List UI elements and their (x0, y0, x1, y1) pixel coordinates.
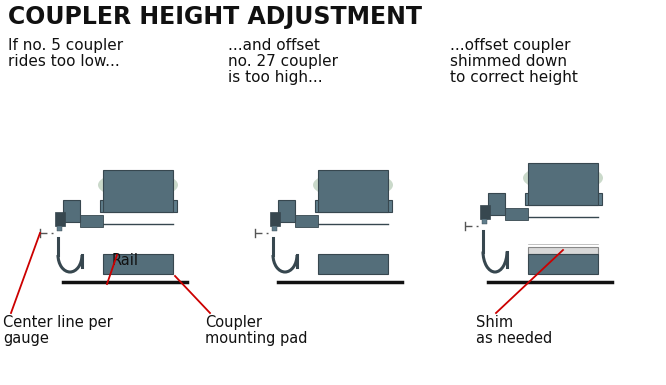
Text: ...and offset: ...and offset (228, 38, 320, 53)
Bar (80, 215, 103, 227)
Text: to correct height: to correct height (450, 70, 578, 85)
Ellipse shape (313, 171, 393, 199)
Text: Coupler: Coupler (205, 315, 262, 330)
Bar (270, 212, 280, 226)
Bar (528, 247, 598, 254)
Bar (482, 219, 487, 224)
Text: Center line per: Center line per (3, 315, 113, 330)
Ellipse shape (523, 164, 603, 192)
Bar (315, 200, 392, 212)
Text: mounting pad: mounting pad (205, 331, 308, 346)
Bar (525, 193, 602, 205)
Bar (318, 170, 388, 212)
Bar (100, 200, 177, 212)
Bar (272, 226, 277, 231)
Bar (318, 254, 388, 274)
Text: COUPLER HEIGHT ADJUSTMENT: COUPLER HEIGHT ADJUSTMENT (8, 5, 422, 29)
Text: Shim: Shim (476, 315, 513, 330)
Bar (63, 200, 80, 222)
Bar (103, 170, 173, 212)
Bar (103, 254, 173, 274)
Bar (55, 212, 65, 226)
Bar (295, 215, 318, 227)
Text: rides too low...: rides too low... (8, 54, 120, 69)
Ellipse shape (98, 171, 178, 199)
Text: ...offset coupler: ...offset coupler (450, 38, 571, 53)
Bar (528, 254, 598, 274)
Bar (57, 226, 62, 231)
Bar (528, 163, 598, 205)
Text: shimmed down: shimmed down (450, 54, 567, 69)
Text: If no. 5 coupler: If no. 5 coupler (8, 38, 123, 53)
Bar (505, 208, 528, 220)
Bar (278, 200, 295, 222)
Text: Rail: Rail (112, 253, 139, 268)
Bar (480, 205, 490, 219)
Bar (488, 193, 505, 215)
Text: is too high...: is too high... (228, 70, 322, 85)
Text: no. 27 coupler: no. 27 coupler (228, 54, 338, 69)
Text: gauge: gauge (3, 331, 49, 346)
Text: as needed: as needed (476, 331, 552, 346)
